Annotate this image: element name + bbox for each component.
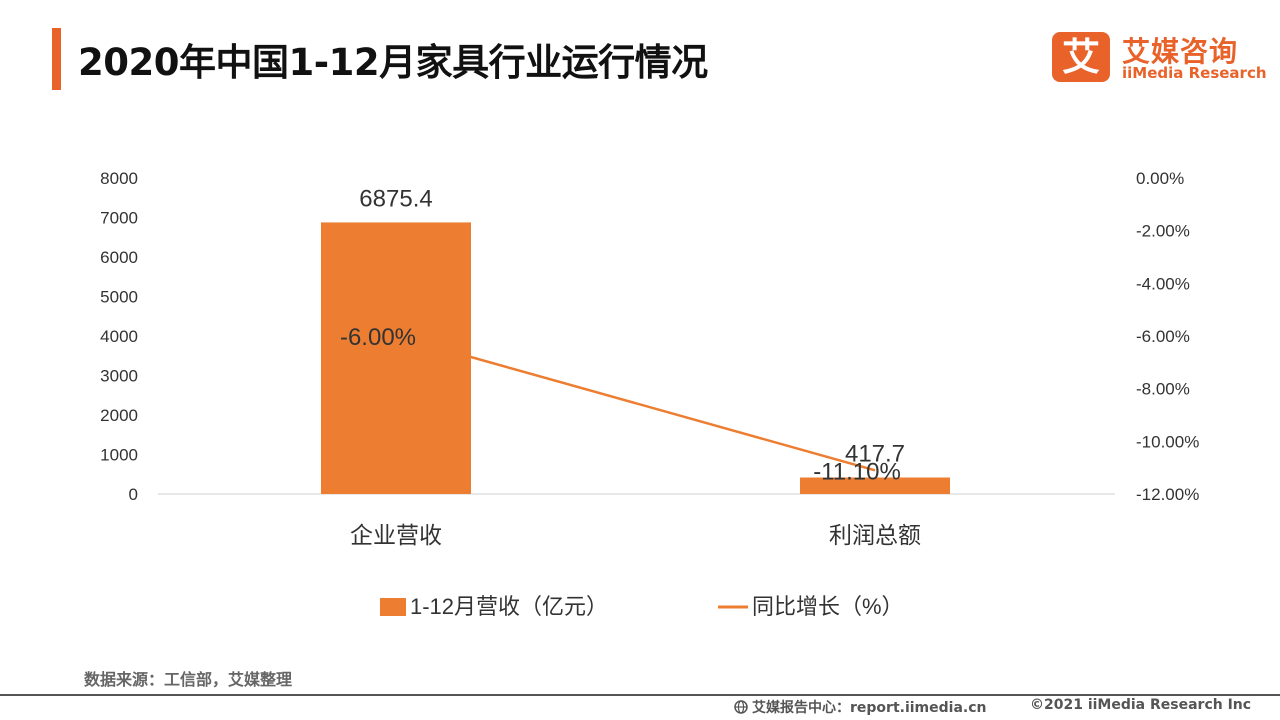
left-axis-tick-label: 4000 — [100, 327, 138, 346]
left-axis-tick-label: 3000 — [100, 367, 138, 386]
growth-line — [395, 334, 876, 472]
logo-mark: 艾 — [1052, 32, 1110, 82]
line-data-label: -11.10% — [813, 458, 901, 485]
iimedia-logo: 艾 艾媒咨询 iiMedia Research — [1052, 32, 1267, 84]
logo-name-en: iiMedia Research — [1122, 64, 1267, 82]
footer-report-center: 艾媒报告中心：report.iimedia.cn — [734, 697, 987, 717]
right-axis-tick-label: 0.00% — [1136, 169, 1184, 188]
right-axis-tick-label: -4.00% — [1136, 274, 1190, 293]
title-accent-bar — [52, 28, 61, 90]
category-label: 企业营收 — [350, 522, 442, 548]
bar — [800, 477, 950, 494]
bar-data-label: 417.7 — [845, 441, 905, 468]
footer-copyright: ©2021 iiMedia Research Inc — [1030, 697, 1252, 713]
bar-data-label: 6875.4 — [359, 185, 432, 212]
right-axis-tick-label: -10.00% — [1136, 432, 1199, 451]
right-axis-tick-label: -8.00% — [1136, 380, 1190, 399]
footer-divider — [0, 694, 1280, 696]
combo-chart: 0 1000 2000 3000 4000 5000 6000 7000 8000 0.00% -2… — [100, 169, 1199, 619]
legend-bar-label: 1-12月营收（亿元） — [410, 594, 608, 619]
left-axis-tick-label: 2000 — [100, 406, 138, 425]
left-axis-tick-label: 7000 — [100, 209, 138, 228]
left-axis-tick-label: 8000 — [100, 169, 138, 188]
left-axis-tick-label: 1000 — [100, 446, 138, 465]
footer-report-text: 艾媒报告中心：report.iimedia.cn — [752, 700, 987, 716]
legend-line-label: 同比增长（%） — [752, 594, 904, 619]
category-label: 利润总额 — [829, 522, 921, 548]
left-axis-tick-label: 6000 — [100, 248, 138, 267]
page-title: 2020年中国1-12月家具行业运行情况 — [78, 41, 708, 84]
left-axis-tick-label: 0 — [129, 485, 138, 504]
line-data-label: -6.00% — [340, 324, 416, 351]
data-source: 数据来源：工信部，艾媒整理 — [84, 670, 293, 689]
legend-bar-swatch — [380, 598, 406, 616]
left-axis-tick-label: 5000 — [100, 288, 138, 307]
bar — [321, 222, 471, 495]
globe-icon — [734, 700, 748, 714]
right-axis-tick-label: -12.00% — [1136, 485, 1199, 504]
right-axis-tick-label: -6.00% — [1136, 327, 1190, 346]
logo-name-cn: 艾媒咨询 — [1122, 35, 1239, 68]
right-axis-tick-label: -2.00% — [1136, 222, 1190, 241]
